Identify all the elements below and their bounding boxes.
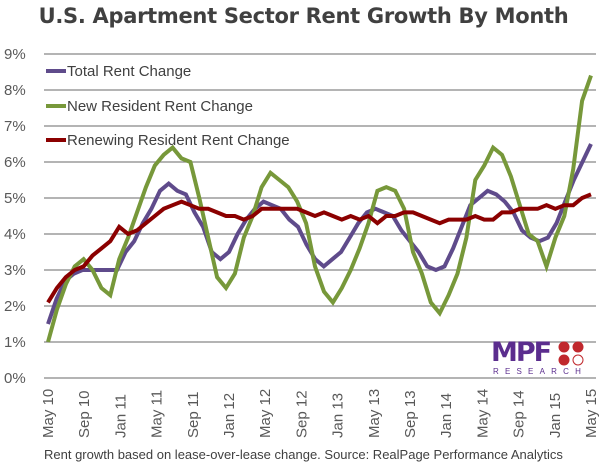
series-lines (46, 74, 593, 343)
x-tick-label: Sep 10 (76, 390, 93, 438)
y-tick-label: 6% (4, 154, 26, 171)
chart-title: U.S. Apartment Sector Rent Growth By Mon… (38, 4, 569, 28)
y-tick-label: 3% (4, 262, 26, 279)
x-tick-label: Sep 12 (293, 390, 310, 438)
y-tick-label: 1% (4, 334, 26, 351)
mpf-research-logo: MPF RESEARCH (491, 339, 601, 379)
y-tick-label: 0% (4, 370, 26, 387)
x-tick-label: May 13 (366, 389, 383, 438)
logo-dots-icon (558, 341, 584, 366)
x-tick-label: May 14 (474, 389, 491, 438)
legend-label: New Resident Rent Change (67, 98, 253, 115)
logo-subtitle: RESEARCH (493, 367, 588, 376)
series-line-total-rent-change (46, 143, 593, 325)
legend: Total Rent Change New Resident Rent Chang… (46, 63, 290, 149)
series-line-renewing-resident-rent-change (46, 192, 592, 304)
y-axis-ticks: 0% 1% 2% 3% 4% 5% 6% 7% 8% 9% (4, 46, 26, 387)
legend-label: Renewing Resident Rent Change (67, 132, 290, 149)
x-tick-label: Sep 13 (402, 390, 419, 438)
x-tick-label: Jan 11 (112, 394, 129, 438)
y-tick-label: 7% (4, 118, 26, 135)
x-tick-label: May 12 (257, 389, 274, 438)
x-tick-label: Sep 14 (511, 390, 528, 438)
y-tick-label: 9% (4, 46, 26, 63)
series-line-new-resident-rent-change (46, 74, 593, 343)
x-tick-label: May 11 (149, 390, 166, 438)
x-tick-label: May 10 (40, 389, 57, 438)
source-note: Rent growth based on lease-over-lease ch… (44, 447, 563, 462)
legend-label: Total Rent Change (67, 63, 191, 80)
x-tick-label: Jan 14 (438, 393, 455, 438)
y-tick-label: 5% (4, 190, 26, 207)
x-tick-label: Jan 12 (221, 393, 238, 438)
y-tick-label: 2% (4, 298, 26, 315)
x-tick-label: Jan 13 (330, 393, 347, 438)
x-tick-label: Sep 11 (185, 392, 202, 438)
x-tick-label: Jan 15 (547, 393, 564, 438)
y-tick-label: 8% (4, 82, 26, 99)
logo-wordmark: MPF (491, 337, 552, 368)
x-tick-label: May 15 (583, 389, 600, 438)
x-axis-ticks: May 10 Sep 10 Jan 11 May 11 Sep 11 Jan 12 May … (40, 389, 600, 438)
y-tick-label: 4% (4, 226, 26, 243)
